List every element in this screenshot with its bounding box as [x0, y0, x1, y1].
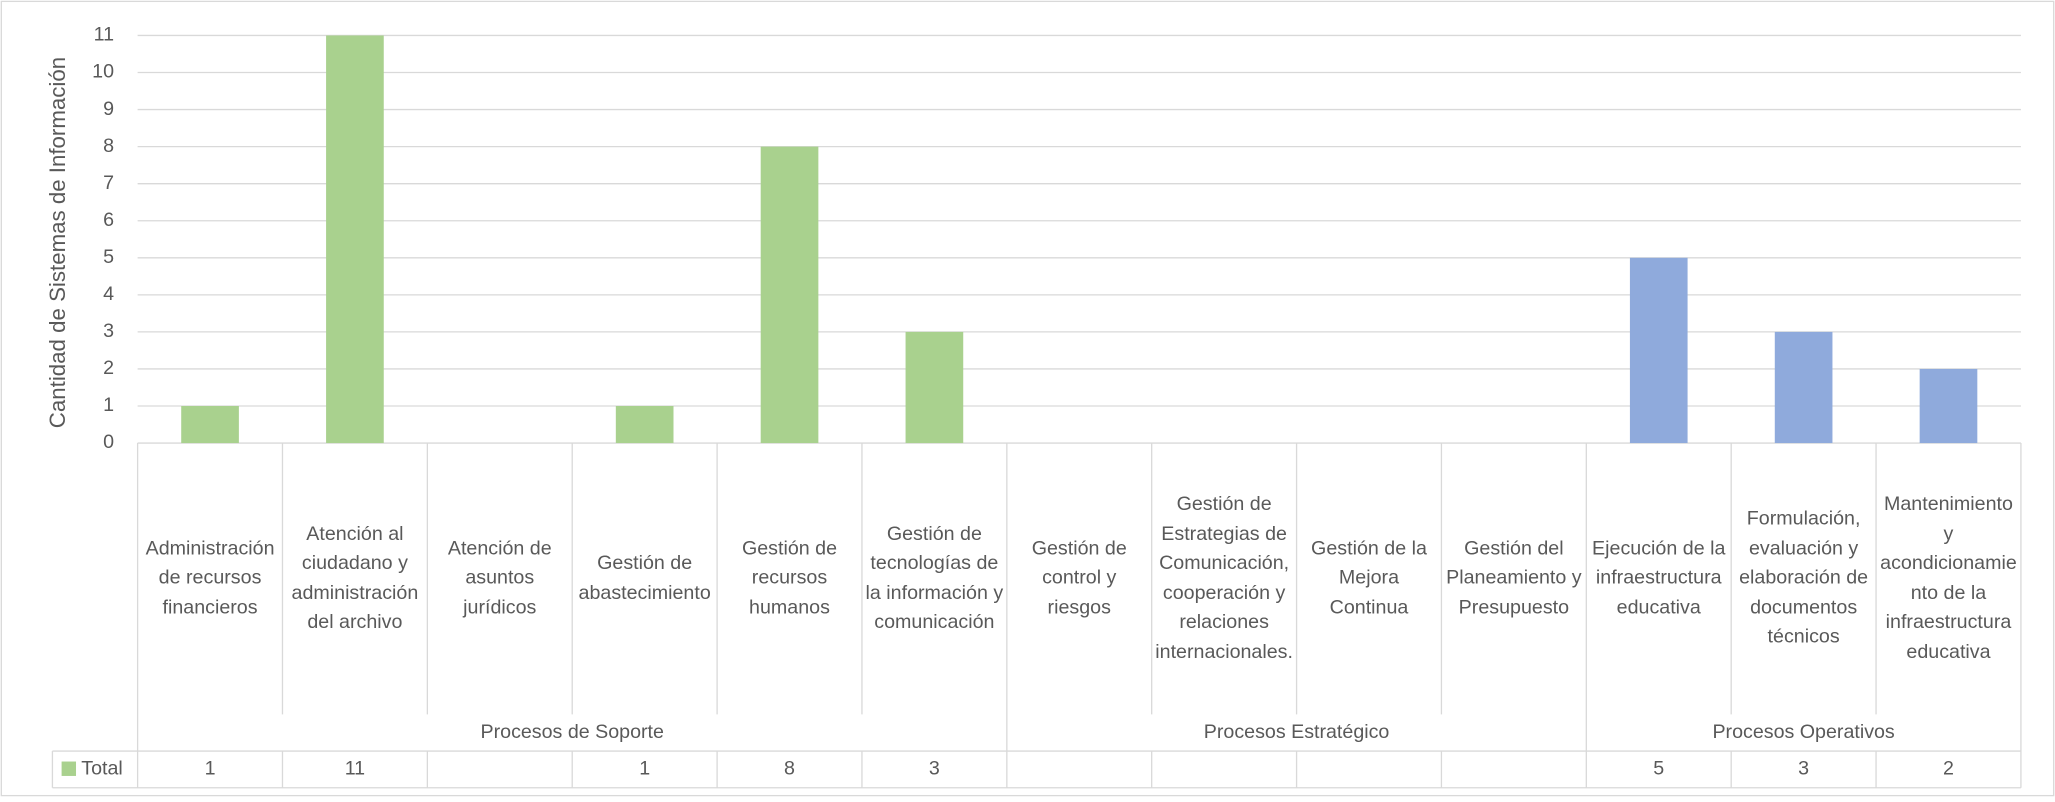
y-tick-label: 7	[103, 172, 114, 194]
x-tick-label-box: Atención al ciudadano y administración d…	[291, 522, 419, 634]
table-value: 2	[1943, 758, 1954, 780]
x-tick-label: Gestión de abastecimiento	[578, 551, 711, 604]
bar	[1774, 331, 1833, 444]
x-tick-label: Mantenimiento y acondicionamiento de la …	[1880, 492, 2017, 663]
y-tick-label: 2	[103, 357, 114, 379]
legend-key	[61, 761, 77, 776]
table-value: 3	[1798, 758, 1809, 780]
table-value: 1	[639, 758, 650, 780]
x-tick-label-box: Gestión de Estrategias de Comunicación, …	[1155, 492, 1293, 663]
y-axis-title: Cantidad de Sistemas de Información	[45, 57, 70, 428]
bar	[1629, 257, 1688, 444]
x-tick-label: Administración de recursos financieros	[145, 537, 275, 619]
x-tick-label-box: Mantenimiento y acondicionamiento de la …	[1880, 492, 2017, 663]
table-value: 8	[784, 758, 795, 780]
table-value: 5	[1653, 758, 1664, 780]
table-value: 11	[345, 758, 365, 780]
y-tick-label: 4	[103, 283, 114, 305]
x-tick-label: Ejecución de la infraestructura educativ…	[1592, 537, 1726, 619]
x-tick-label: Gestión del Planeamiento y Presupuesto	[1446, 537, 1582, 619]
legend-label: Total	[81, 758, 123, 780]
y-tick-label: 8	[103, 135, 114, 157]
bar	[181, 406, 239, 444]
x-tick-label: Gestión de tecnologías de la información…	[865, 522, 1004, 634]
x-tick-label: Formulación, evaluación y elaboración de…	[1739, 507, 1869, 648]
y-tick-label: 0	[103, 431, 114, 453]
x-tick-label: Atención al ciudadano y administración d…	[291, 522, 419, 634]
y-tick-label: 11	[94, 24, 114, 46]
y-tick-label: 3	[103, 320, 114, 342]
x-tick-label: Gestión de la Mejora Continua	[1311, 537, 1427, 619]
x-tick-label: Gestión de Estrategias de Comunicación, …	[1155, 492, 1293, 663]
bar	[905, 331, 964, 444]
x-tick-label-box: Gestión de la Mejora Continua	[1311, 537, 1427, 619]
x-tick-label: Atención de asuntos jurídicos	[447, 537, 552, 619]
x-tick-label-box: Gestión de control y riesgos	[1031, 537, 1127, 619]
y-tick-label: 6	[103, 209, 114, 231]
group-label: Procesos de Soporte	[481, 721, 664, 743]
bar	[615, 406, 674, 444]
x-tick-label-box: Formulación, evaluación y elaboración de…	[1739, 507, 1869, 648]
x-tick-label-box: Gestión de abastecimiento	[578, 551, 711, 604]
bar	[326, 35, 384, 444]
x-tick-label: Gestión de recursos humanos	[741, 537, 838, 619]
x-tick-label: Gestión de control y riesgos	[1031, 537, 1127, 619]
y-tick-label: 10	[92, 61, 114, 83]
x-tick-label-box: Ejecución de la infraestructura educativ…	[1592, 537, 1726, 619]
group-label: Procesos Operativos	[1712, 721, 1894, 743]
x-tick-label-box: Gestión de tecnologías de la información…	[865, 522, 1004, 634]
x-tick-label-box: Administración de recursos financieros	[145, 537, 275, 619]
x-tick-label-box: Gestión del Planeamiento y Presupuesto	[1446, 537, 1582, 619]
y-tick-label: 9	[103, 98, 114, 120]
group-label: Procesos Estratégico	[1204, 721, 1390, 743]
y-tick-label: 5	[103, 246, 114, 268]
y-tick-label: 1	[103, 394, 114, 416]
table-value: 3	[929, 758, 940, 780]
bar	[1919, 368, 1978, 444]
table-value: 1	[205, 758, 216, 780]
bar	[760, 146, 819, 444]
x-tick-label-box: Atención de asuntos jurídicos	[447, 537, 552, 619]
x-tick-label-box: Gestión de recursos humanos	[741, 537, 838, 619]
